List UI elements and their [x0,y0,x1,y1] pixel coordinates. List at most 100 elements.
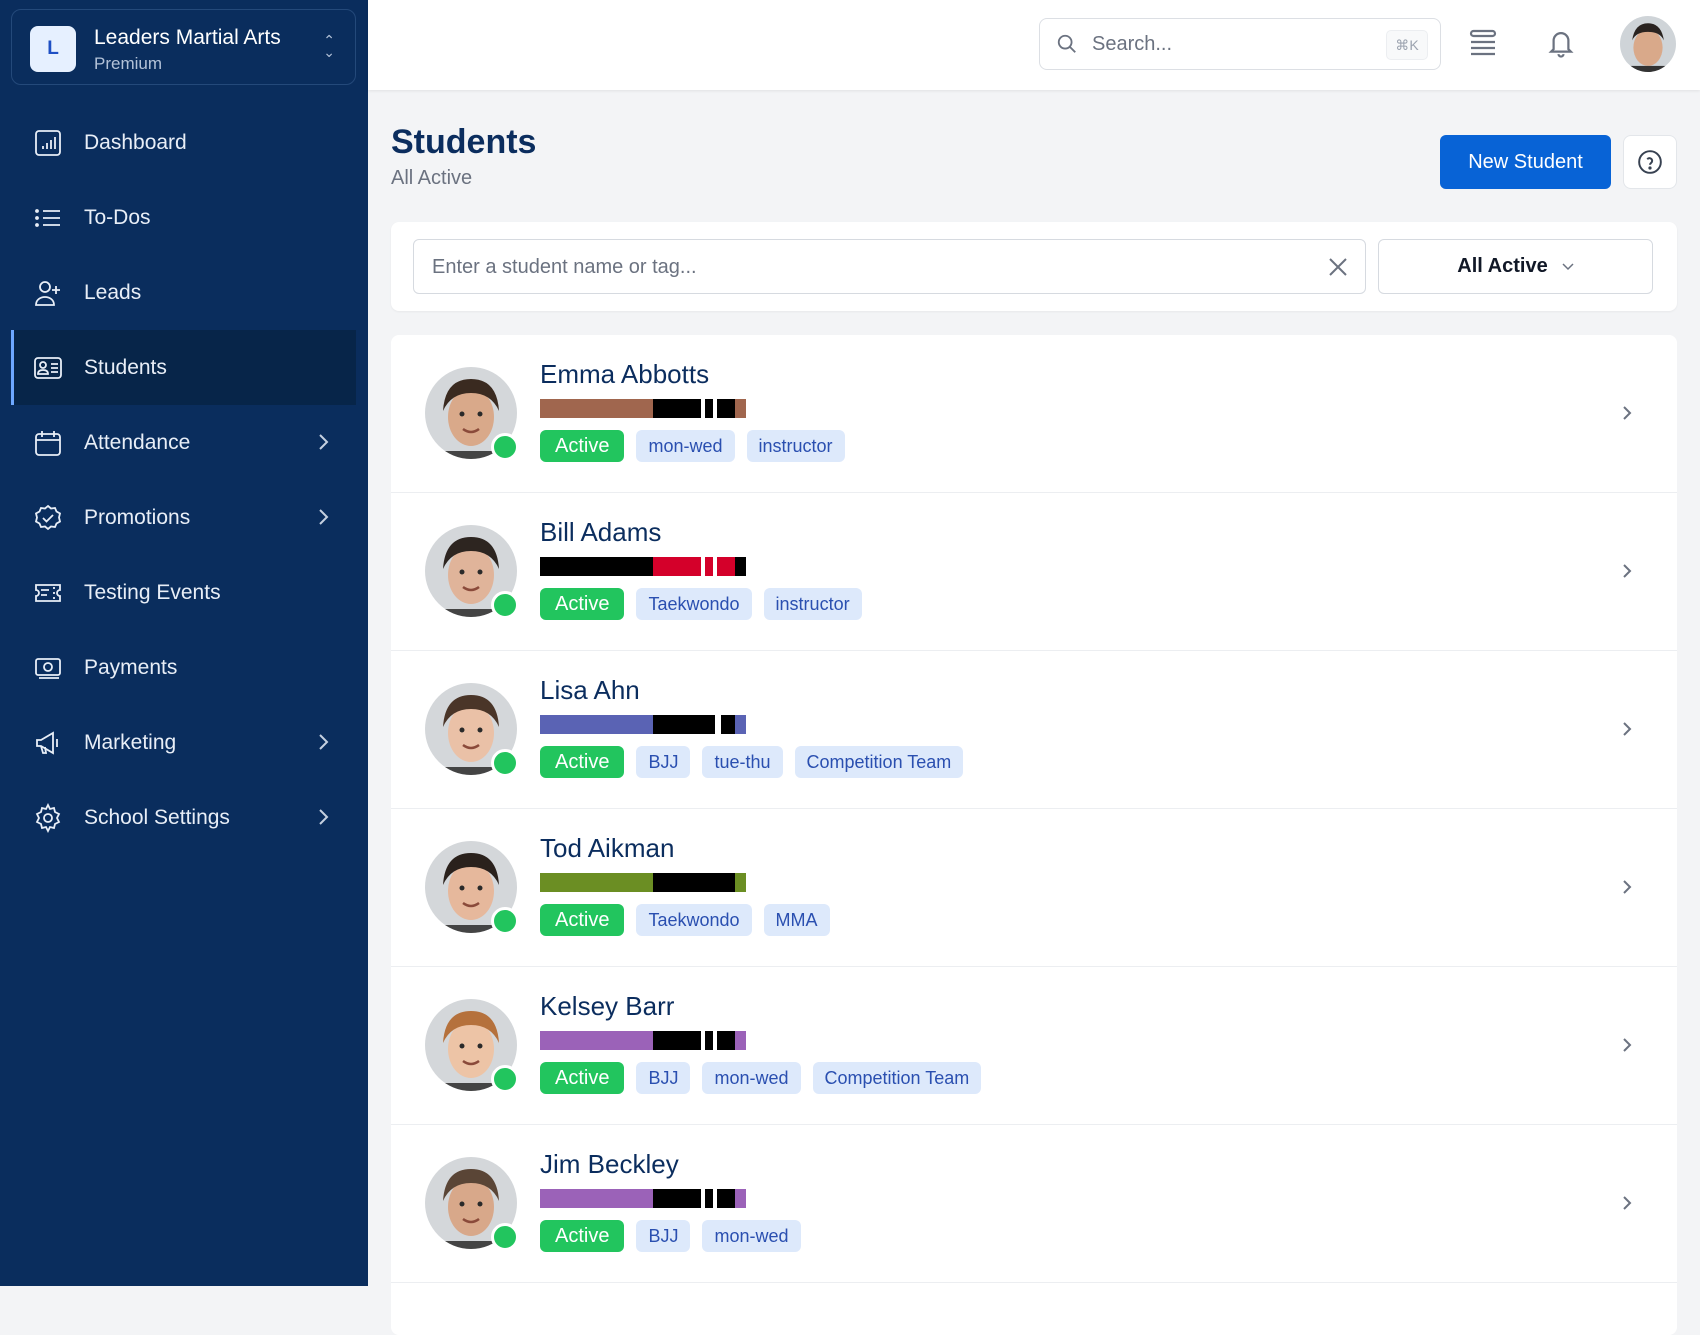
online-indicator [491,433,519,461]
student-name[interactable]: Tod Aikman [540,833,675,863]
sidebar-item-label: Testing Events [84,580,221,604]
chevron-right-icon[interactable] [1617,403,1637,423]
sidebar-item-label: Payments [84,655,178,679]
new-student-button[interactable]: New Student [1440,135,1611,189]
user-plus-icon [35,280,60,306]
belt-rank [540,715,746,734]
chevron-right-icon [319,734,329,750]
status-filter-value: All Active [1457,255,1548,277]
chevron-down-icon [1562,262,1574,270]
belt-stripe [713,1189,717,1208]
search-icon [1057,34,1076,53]
student-name[interactable]: Jim Beckley [540,1149,679,1179]
belt-stripe [713,557,717,576]
calendar-icon [35,430,61,456]
belt-rank-bar [653,557,735,576]
page-title: Students [391,123,537,161]
belt-rank [540,399,746,418]
menu-icon[interactable] [1468,27,1498,57]
belt-rank [540,1189,746,1208]
search-placeholder: Search... [1092,33,1173,55]
tag[interactable]: BJJ [636,746,691,778]
sidebar-item-promotions[interactable]: Promotions [11,480,356,555]
tag[interactable]: Competition Team [794,746,964,778]
sidebar-item-marketing[interactable]: Marketing [11,705,356,780]
student-name[interactable]: Bill Adams [540,517,662,547]
chevron-right-icon[interactable] [1617,1035,1637,1055]
belt-tip [735,873,746,892]
chevron-right-icon[interactable] [1617,1193,1637,1213]
sidebar-item-students[interactable]: Students [11,330,356,405]
tag[interactable]: instructor [746,430,845,462]
student-avatar [425,683,519,777]
tag[interactable]: BJJ [636,1062,691,1094]
gear-icon [35,802,61,833]
sidebar-item-to-dos[interactable]: To-Dos [11,180,356,255]
belt-rank [540,873,746,892]
belt-tip [735,1189,746,1208]
sidebar-item-label: Attendance [84,430,191,454]
tag[interactable]: BJJ [636,1220,691,1252]
student-row[interactable]: Tod Aikman Active Taekwondo MMA [391,809,1677,967]
chart-icon [35,129,61,156]
sidebar-item-school-settings[interactable]: School Settings [11,780,356,855]
clear-icon[interactable] [1327,256,1349,278]
chevron-right-icon [319,434,329,450]
student-name[interactable]: Emma Abbotts [540,359,710,389]
student-avatar [425,525,519,619]
org-switcher[interactable]: L Leaders Martial Arts Premium ⌃ ⌄ [11,9,356,85]
online-indicator [491,1065,519,1093]
ticket-icon [35,583,61,602]
status-badge: Active [540,904,625,936]
tag[interactable]: mon-wed [702,1220,801,1252]
tag[interactable]: MMA [763,904,830,936]
student-row[interactable]: Emma Abbotts Active mon-wed instructor [391,335,1677,493]
user-avatar[interactable] [1620,16,1676,72]
student-name[interactable]: Lisa Ahn [540,675,640,705]
tag[interactable]: Competition Team [812,1062,982,1094]
belt-stripe [713,1031,717,1050]
sidebar-item-dashboard[interactable]: Dashboard [11,105,356,180]
tag[interactable]: instructor [763,588,862,620]
tag[interactable]: Taekwondo [636,904,752,936]
belt-tip [735,399,746,418]
chevron-right-icon[interactable] [1617,877,1637,897]
belt-color [540,715,653,734]
student-row[interactable]: Jim Beckley Active BJJ mon-wed [391,1125,1677,1283]
help-button[interactable] [1623,135,1677,189]
chevron-right-icon [319,809,329,825]
student-name[interactable]: Kelsey Barr [540,991,675,1021]
tag[interactable]: tue-thu [702,746,783,778]
status-badge: Active [540,430,625,462]
status-badge: Active [540,1062,625,1094]
page-subtitle: All Active [391,167,473,189]
student-search-input[interactable]: Enter a student name or tag... [413,239,1366,294]
global-search-input[interactable]: Search... ⌘K [1039,18,1441,70]
sidebar-item-leads[interactable]: Leads [11,255,356,330]
sidebar-item-label: Promotions [84,505,191,529]
chevron-right-icon[interactable] [1617,561,1637,581]
student-row[interactable]: Kelsey Barr Active BJJ mon-wed Competition T… [391,967,1677,1125]
tag[interactable]: mon-wed [702,1062,801,1094]
tag[interactable]: Taekwondo [636,588,752,620]
status-badge: Active [540,1220,625,1252]
student-list: Emma Abbotts Active mon-wed instructor Bill … [391,335,1677,1335]
cash-icon [35,657,61,679]
student-row[interactable]: Bill Adams Active Taekwondo instructor [391,493,1677,651]
student-row[interactable]: Lisa Ahn Active BJJ tue-thu Competition Team [391,651,1677,809]
check-badge-icon [34,504,62,530]
bell-icon[interactable] [1546,27,1576,59]
sidebar-item-testing-events[interactable]: Testing Events [11,555,356,630]
student-avatar [425,1157,519,1251]
belt-rank-bar [653,1189,735,1208]
sidebar-item-payments[interactable]: Payments [11,630,356,705]
chevron-right-icon[interactable] [1617,719,1637,739]
status-filter-select[interactable]: All Active [1378,239,1653,294]
chevron-up-down-icon: ⌃ ⌄ [323,32,335,60]
sidebar: L Leaders Martial Arts Premium ⌃ ⌄ Dashbo… [0,0,368,1286]
tag[interactable]: mon-wed [636,430,735,462]
sidebar-item-attendance[interactable]: Attendance [11,405,356,480]
online-indicator [491,1223,519,1251]
belt-color [540,1031,653,1050]
belt-stripe [701,1031,705,1050]
